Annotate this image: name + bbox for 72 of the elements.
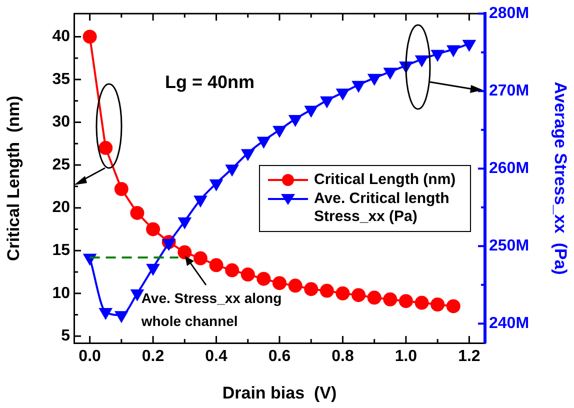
point bbox=[368, 74, 381, 85]
point bbox=[462, 40, 476, 51]
point bbox=[431, 50, 444, 61]
point bbox=[447, 45, 460, 56]
point bbox=[352, 80, 365, 92]
point bbox=[273, 126, 286, 137]
y-tick-label: 35 bbox=[52, 70, 70, 88]
point bbox=[367, 290, 382, 305]
y-tick-label: 30 bbox=[52, 114, 70, 131]
x-tick-label: 1.0 bbox=[394, 348, 418, 366]
point bbox=[336, 286, 350, 300]
point bbox=[146, 264, 160, 275]
point bbox=[82, 30, 97, 44]
point bbox=[384, 68, 396, 79]
legend-label: Critical Length (nm) bbox=[314, 171, 456, 189]
point bbox=[304, 106, 318, 117]
point bbox=[178, 245, 192, 260]
y-tick-label: 15 bbox=[52, 242, 70, 260]
x-tick-label: 0.4 bbox=[205, 348, 228, 366]
x-tick-label: 0.6 bbox=[268, 348, 291, 366]
point bbox=[240, 268, 255, 282]
y2-axis-title: Average Stress_xx (Pa) bbox=[551, 82, 570, 275]
point bbox=[193, 251, 208, 266]
x-tick-label: 0.8 bbox=[332, 348, 354, 366]
point bbox=[256, 272, 271, 286]
point bbox=[210, 179, 222, 190]
x-tick-label: 0.0 bbox=[78, 348, 102, 366]
point bbox=[289, 115, 302, 126]
y2-tick-label: 250M bbox=[489, 238, 530, 255]
point bbox=[146, 222, 160, 236]
point bbox=[416, 55, 428, 66]
point bbox=[178, 217, 191, 228]
point bbox=[320, 96, 334, 108]
point bbox=[304, 282, 318, 296]
point bbox=[336, 88, 349, 100]
x-tick-label: 1.2 bbox=[458, 348, 480, 366]
y-tick-label: 10 bbox=[52, 284, 70, 302]
y2-tick-label: 260M bbox=[489, 160, 530, 178]
point bbox=[115, 311, 128, 322]
point bbox=[242, 149, 254, 160]
y2-tick-label: 270M bbox=[489, 82, 530, 100]
y-tick-label: 40 bbox=[52, 28, 70, 46]
point bbox=[430, 298, 445, 312]
point bbox=[288, 278, 302, 293]
y-tick-label: 20 bbox=[52, 199, 70, 216]
point bbox=[99, 308, 112, 319]
point bbox=[257, 136, 270, 148]
y2-tick-label: 280M bbox=[489, 5, 530, 22]
point bbox=[414, 296, 429, 310]
point bbox=[383, 292, 398, 306]
x-tick-label: 0.2 bbox=[142, 348, 164, 366]
y-tick-label: 5 bbox=[61, 328, 70, 345]
point bbox=[398, 294, 413, 308]
x-axis-title: Drain bias (V) bbox=[222, 383, 337, 402]
annotation: Lg = 40nm bbox=[165, 72, 255, 93]
annotation: Ave. Stress_xx along whole channel bbox=[141, 289, 283, 332]
y-tick-label: 25 bbox=[52, 156, 70, 174]
point bbox=[194, 196, 207, 207]
y2-tick-label: 240M bbox=[489, 315, 530, 332]
point bbox=[446, 299, 460, 314]
point bbox=[272, 276, 286, 290]
point bbox=[130, 206, 144, 220]
point bbox=[98, 140, 113, 155]
point bbox=[162, 239, 176, 250]
point bbox=[209, 258, 224, 272]
point bbox=[225, 263, 240, 278]
point bbox=[114, 182, 128, 196]
point bbox=[226, 164, 238, 176]
point bbox=[352, 288, 366, 302]
point bbox=[320, 284, 334, 298]
y-axis-title: Critical Length (nm) bbox=[4, 96, 23, 261]
legend-label: Ave. Critical length Stress_xx (Pa) bbox=[314, 190, 450, 226]
